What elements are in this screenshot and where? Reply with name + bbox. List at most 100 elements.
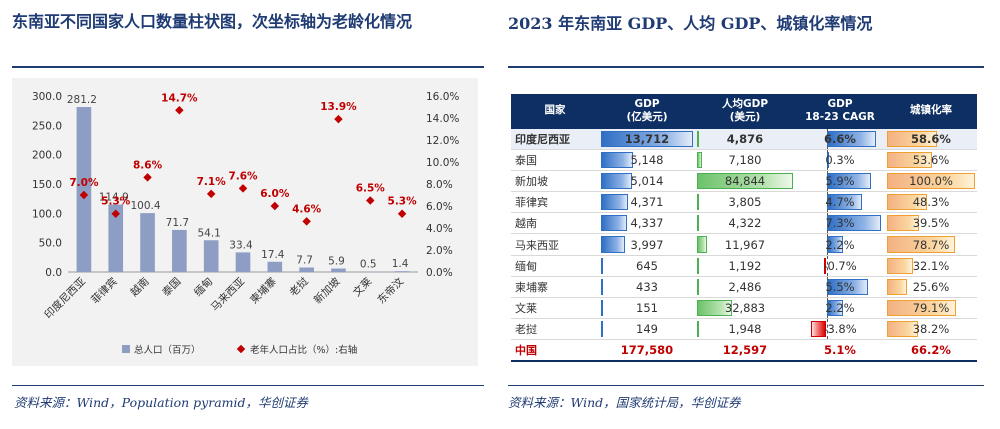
gdp-cagr-cell: -0.7% (795, 255, 885, 277)
table-row: 印度尼西亚 13,712 4,876 6.6% 58.6% (511, 128, 977, 150)
population-bar (203, 240, 219, 272)
y-left-tick-label: 150.0 (32, 179, 62, 191)
gdp-cagr-cell-text: 2.2% (825, 301, 855, 316)
gdp-cell: 4,371 (599, 191, 695, 214)
urbanization-cell-text: 53.6% (912, 152, 950, 167)
gdp-per-capita-cell-text: 11,967 (724, 237, 766, 252)
country-cell: 越南 (511, 212, 599, 235)
gdp-cagr-cell: 0.3% (795, 149, 885, 171)
urbanization-cell-text: 66.2% (911, 343, 951, 358)
gdp-cagr-cell-text: 7.3% (825, 216, 855, 231)
table-header-cell: 国家 (511, 94, 599, 129)
gdp-cagr-cell-text: 4.7% (825, 195, 855, 210)
urbanization-cell: 25.6% (885, 276, 977, 299)
population-bar (235, 252, 251, 272)
gdp-cell-text: 433 (636, 279, 658, 294)
urbanization-cell: 48.3% (885, 191, 977, 214)
gdp-table: 国家 GDP (亿美元) 人均GDP (美元) GDP 18-23 CAGR 城镇化率 印度尼… (511, 94, 977, 363)
table-header-cell: 人均GDP (美元) (695, 94, 795, 129)
gdp-per-capita-cell-text: 2,486 (728, 279, 762, 294)
gdp-cell: 149 (599, 318, 695, 341)
country-cell-text: 印度尼西亚 (515, 132, 570, 146)
population-bar-label: 54.1 (197, 227, 220, 239)
y-left-tick-label: 250.0 (32, 120, 62, 132)
gdp-per-capita-cell: 1,192 (695, 255, 795, 277)
urbanization-data-bar (887, 151, 933, 168)
gdp-cagr-cell: 2.2% (795, 297, 885, 320)
table-title: 2023 年东南亚 GDP、人均 GDP、城镇化率情况 (508, 14, 873, 33)
y-left-tick-label: 200.0 (32, 150, 62, 162)
urbanization-data-bar (887, 172, 975, 190)
y-right-tick-label: 16.0% (426, 91, 459, 103)
gdp-per-capita-cell: 32,883 (695, 297, 795, 320)
elderly-ratio-label: 5.3% (388, 196, 418, 208)
gdp-cell-text: 13,712 (624, 131, 670, 146)
country-cell: 中国 (511, 339, 599, 363)
gdp-per-capita-data-bar (697, 278, 699, 295)
table-row: 文莱 151 32,883 2.2% 79.1% (511, 297, 977, 320)
gdp-per-capita-cell-text: 4,876 (726, 131, 764, 146)
elderly-ratio-label: 5.3% (101, 196, 131, 208)
country-cell: 文莱 (511, 297, 599, 320)
gdp-cagr-cell-text: 6.6% (824, 131, 856, 146)
urbanization-data-bar (887, 278, 907, 295)
y-right-tick-label: 6.0% (426, 201, 453, 213)
gdp-per-capita-data-bar (697, 257, 699, 274)
y-right-tick-label: 10.0% (426, 157, 459, 169)
gdp-per-capita-data-bar (697, 172, 793, 190)
gdp-cagr-cell-text: -0.7% (823, 258, 857, 273)
urbanization-cell: 39.5% (885, 212, 977, 235)
elderly-ratio-marker (334, 114, 343, 124)
y-right-tick-label: 12.0% (426, 135, 459, 147)
gdp-cagr-cell-text: 5.9% (825, 173, 855, 188)
gdp-cell: 433 (599, 276, 695, 299)
gdp-cagr-cell: 2.2% (795, 233, 885, 256)
country-cell: 新加坡 (511, 170, 599, 193)
table-row: 老挝 149 1,948 -3.8% 38.2% (511, 318, 977, 341)
gdp-data-bar (601, 236, 625, 253)
y-right-tick-label: 0.0% (426, 267, 453, 279)
cagr-zero-axis (826, 276, 828, 297)
population-bar-label: 17.4 (261, 249, 285, 261)
urbanization-data-bar (887, 236, 956, 253)
country-cell-text: 柬埔寨 (515, 280, 548, 294)
urbanization-cell-text: 32.1% (912, 258, 950, 273)
table-row: 柬埔寨 433 2,486 5.5% 25.6% (511, 276, 977, 299)
population-bar-label: 33.4 (229, 239, 253, 251)
gdp-cell-text: 151 (636, 301, 658, 316)
gdp-data-bar (601, 321, 603, 338)
urbanization-cell: 32.1% (885, 255, 977, 277)
cagr-zero-axis (826, 129, 828, 149)
gdp-per-capita-cell-text: 32,883 (724, 301, 766, 316)
gdp-cell: 5,014 (599, 170, 695, 193)
gdp-cagr-cell-text: 0.3% (825, 152, 855, 167)
left-title-rule (12, 66, 484, 68)
gdp-data-bar (601, 172, 633, 190)
elderly-ratio-marker (238, 184, 248, 193)
table-row: 马来西亚 3,997 11,967 2.2% 78.7% (511, 233, 977, 256)
urbanization-cell-text: 79.1% (912, 301, 950, 316)
gdp-per-capita-cell: 12,597 (695, 339, 795, 363)
gdp-data-bar (601, 257, 603, 274)
country-cell: 柬埔寨 (511, 276, 599, 299)
cagr-zero-axis (826, 234, 828, 255)
gdp-per-capita-cell: 4,876 (695, 128, 795, 150)
gdp-per-capita-cell-text: 1,948 (728, 322, 762, 337)
gdp-per-capita-cell: 84,844 (695, 170, 795, 193)
gdp-per-capita-cell-text: 12,597 (722, 343, 768, 358)
cagr-zero-axis (826, 170, 828, 192)
gdp-per-capita-data-bar (697, 236, 708, 253)
gdp-data-bar (601, 300, 603, 317)
urbanization-data-bar (887, 300, 956, 317)
country-cell: 泰国 (511, 149, 599, 171)
table-total-row: 中国 177,580 12,597 5.1% 66.2% (511, 339, 977, 363)
gdp-cagr-cell-text: 5.5% (825, 279, 855, 294)
gdp-cell-text: 3,997 (630, 237, 664, 252)
gdp-per-capita-data-bar (697, 194, 699, 211)
gdp-cell: 151 (599, 297, 695, 320)
table-header-cell: GDP 18-23 CAGR (795, 94, 885, 129)
y-left-tick-label: 100.0 (32, 208, 62, 220)
cagr-zero-axis (826, 149, 828, 170)
country-cell: 老挝 (511, 318, 599, 341)
gdp-cell-text: 149 (636, 322, 658, 337)
